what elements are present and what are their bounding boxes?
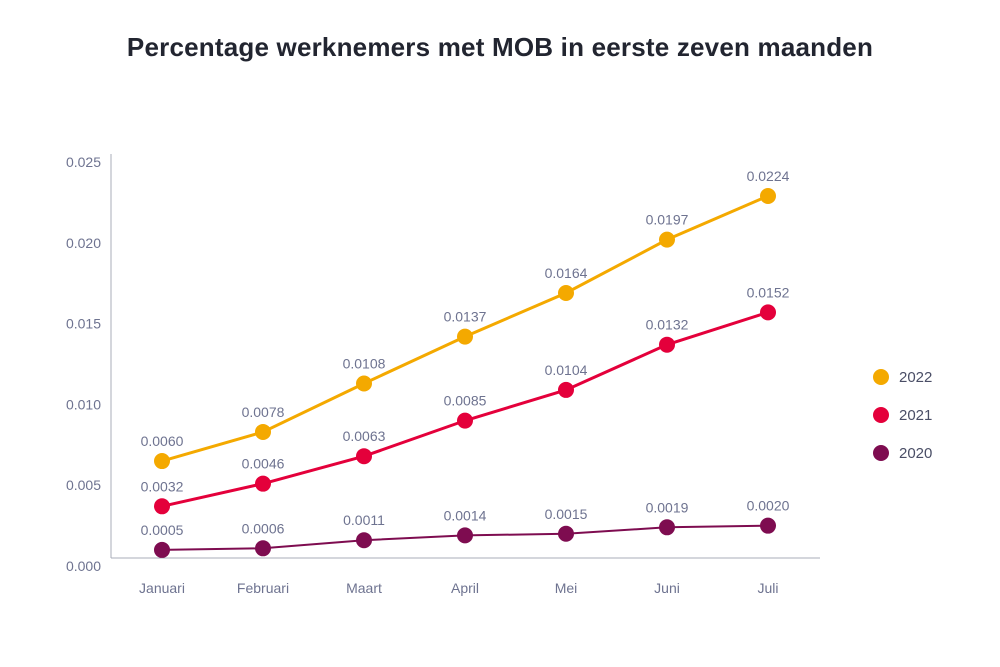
legend-label-2022: 2022 — [899, 369, 932, 386]
data-point-2022 — [558, 284, 574, 301]
legend-marker-2021 — [873, 407, 889, 423]
data-label-2020: 0.0015 — [545, 506, 588, 522]
data-label-2022: 0.0224 — [747, 168, 790, 184]
data-point-2020 — [457, 527, 473, 544]
y-tick-label: 0.005 — [66, 477, 101, 493]
data-point-2021 — [255, 475, 271, 492]
data-label-2022: 0.0078 — [242, 404, 285, 420]
data-point-2020 — [255, 540, 271, 557]
x-tick-label: April — [451, 580, 479, 596]
data-label-2020: 0.0019 — [646, 499, 689, 515]
y-tick-label: 0.020 — [66, 235, 101, 251]
data-label-2020: 0.0011 — [343, 512, 385, 528]
data-point-2021 — [356, 448, 372, 465]
legend-marker-2022 — [873, 369, 889, 385]
data-label-2021: 0.0104 — [545, 362, 588, 378]
data-label-2021: 0.0046 — [242, 456, 285, 472]
data-label-2020: 0.0020 — [747, 498, 790, 514]
data-point-2022 — [760, 188, 776, 205]
data-point-2021 — [659, 336, 675, 353]
data-label-2021: 0.0085 — [444, 393, 487, 409]
data-point-2021 — [457, 412, 473, 429]
data-point-2020 — [558, 525, 574, 542]
y-tick-label: 0.025 — [66, 154, 101, 170]
data-label-2022: 0.0060 — [141, 433, 184, 449]
y-tick-label: 0.000 — [66, 558, 101, 574]
data-point-2020 — [356, 532, 372, 549]
data-label-2021: 0.0032 — [141, 478, 184, 494]
data-point-2021 — [558, 381, 574, 398]
x-tick-label: Februari — [237, 580, 289, 596]
x-tick-label: Januari — [139, 580, 185, 596]
data-point-2021 — [154, 498, 170, 515]
data-point-2022 — [154, 453, 170, 470]
data-label-2021: 0.0063 — [343, 428, 386, 444]
data-label-2020: 0.0014 — [444, 507, 487, 523]
x-tick-label: Juli — [757, 580, 778, 596]
data-point-2020 — [760, 517, 776, 534]
data-label-2021: 0.0132 — [646, 317, 689, 333]
data-label-2022: 0.0108 — [343, 355, 386, 371]
data-point-2022 — [356, 375, 372, 392]
y-tick-label: 0.015 — [66, 316, 101, 332]
data-label-2020: 0.0005 — [141, 522, 184, 538]
data-label-2022: 0.0197 — [646, 212, 689, 228]
data-label-2021: 0.0152 — [747, 284, 790, 300]
data-point-2022 — [457, 328, 473, 345]
data-label-2022: 0.0137 — [444, 309, 487, 325]
data-label-2020: 0.0006 — [242, 520, 285, 536]
data-point-2022 — [659, 231, 675, 248]
y-tick-label: 0.010 — [66, 396, 101, 412]
data-point-2022 — [255, 423, 271, 440]
chart-title: Percentage werknemers met MOB in eerste … — [126, 32, 874, 62]
x-tick-label: Maart — [346, 580, 382, 596]
data-point-2020 — [154, 541, 170, 558]
legend-marker-2020 — [873, 445, 889, 461]
data-point-2020 — [659, 519, 675, 536]
x-tick-label: Mei — [555, 580, 578, 596]
data-point-2021 — [760, 304, 776, 321]
legend-label-2021: 2021 — [899, 407, 932, 424]
data-label-2022: 0.0164 — [545, 265, 588, 281]
x-tick-label: Juni — [654, 580, 680, 596]
legend-label-2020: 2020 — [899, 445, 932, 462]
